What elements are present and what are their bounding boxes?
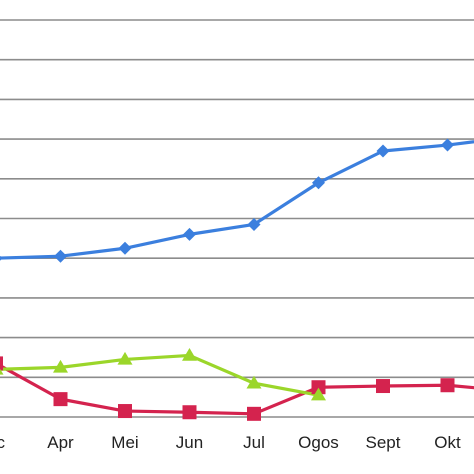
series-markers	[0, 138, 455, 421]
series-2-point-4	[246, 375, 262, 389]
series-0-point-7	[441, 138, 454, 152]
series-0-point-1	[54, 249, 67, 263]
x-tick-labels: ac Apr Mei Jun Jul Ogos Sept Okt	[0, 433, 461, 452]
x-tick-label-7: Okt	[434, 433, 461, 452]
series-0-point-3	[183, 227, 196, 241]
series-1-point-7	[440, 378, 455, 393]
series-0-point-4	[247, 217, 261, 231]
series-1-point-5	[311, 380, 326, 395]
series-1-point-2	[118, 404, 132, 419]
series-1-line	[0, 363, 474, 416]
x-tick-label-5: Ogos	[298, 433, 339, 452]
x-tick-label-6: Sept	[366, 433, 401, 452]
x-tick-label-3: Jun	[176, 433, 203, 452]
x-tick-label-0: ac	[0, 433, 5, 452]
series-1-point-3	[182, 405, 197, 420]
series-1-point-6	[376, 379, 390, 394]
series-2-point-5	[311, 387, 326, 401]
x-tick-label-4: Jul	[243, 433, 265, 452]
series-2-point-1	[53, 359, 68, 373]
series-1-point-4	[247, 406, 261, 421]
x-tick-label-2: Mei	[111, 433, 138, 452]
series-0-point-0	[0, 255, 3, 261]
series-1-point-1	[53, 392, 68, 407]
x-tick-label-1: Apr	[47, 433, 74, 452]
series-0-line	[0, 140, 474, 260]
series-0-point-2	[118, 241, 132, 255]
series-2-point-0	[0, 368, 4, 375]
series-2-line	[0, 353, 319, 397]
y-gridlines	[0, 19, 474, 418]
series-2-point-2	[117, 351, 133, 365]
series-1-point-0	[0, 356, 3, 371]
series-2-point-3	[182, 347, 197, 361]
series-0-point-6	[376, 144, 390, 158]
series-0-point-5	[312, 176, 325, 190]
